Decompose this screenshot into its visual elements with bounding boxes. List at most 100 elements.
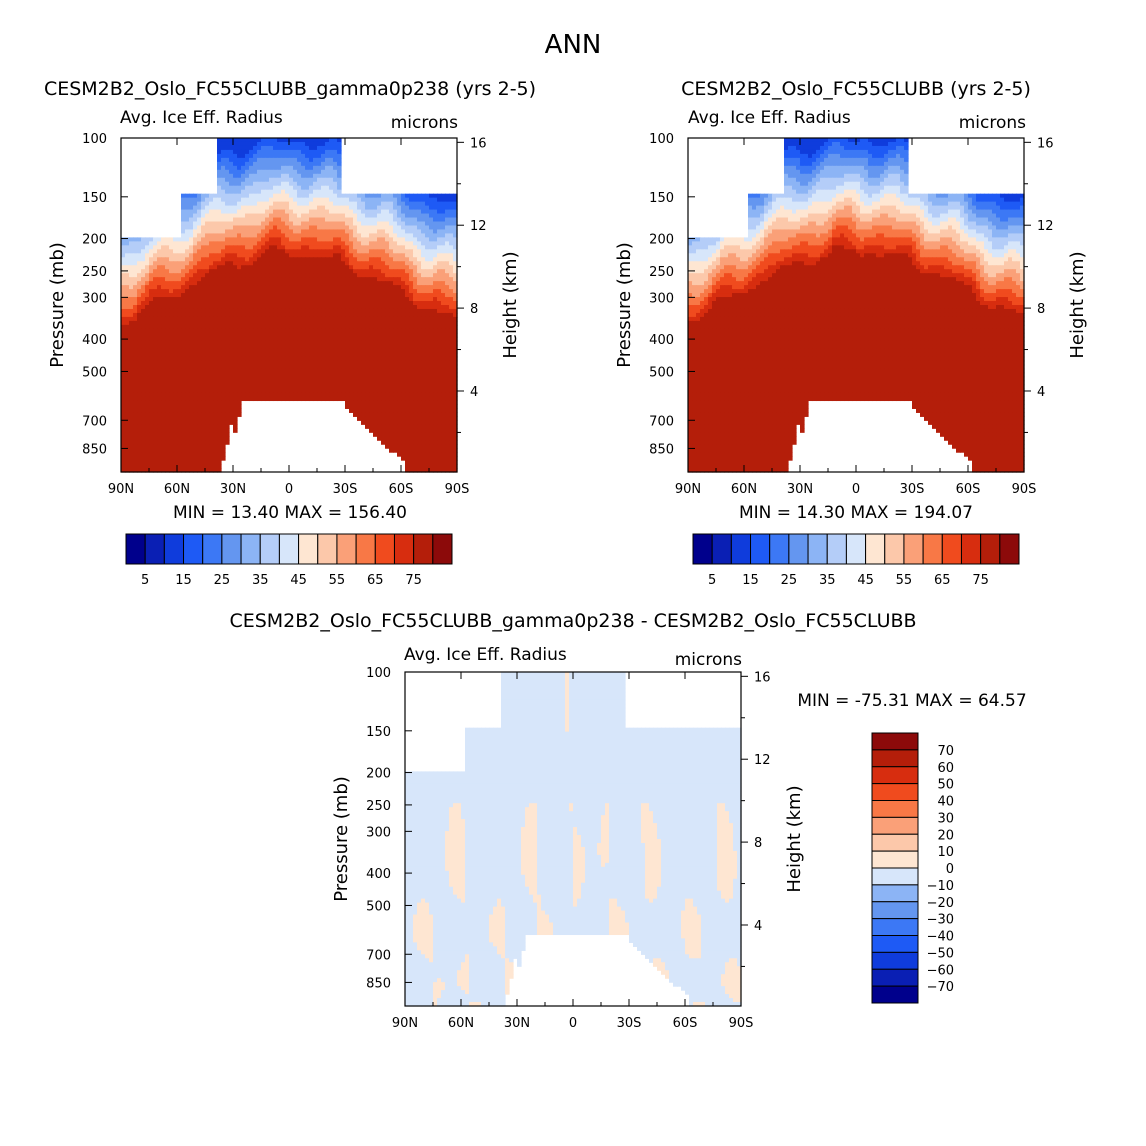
contour-cell <box>173 356 178 362</box>
contour-cell <box>169 324 174 330</box>
contour-cell <box>409 257 414 262</box>
contour-cell <box>377 320 382 326</box>
contour-cell <box>433 332 438 338</box>
contour-cell <box>245 384 250 390</box>
contour-cell <box>153 416 158 421</box>
contour-cell <box>169 257 174 262</box>
contour-cell <box>385 320 390 326</box>
contour-cell <box>189 332 194 338</box>
contour-cell <box>249 384 254 390</box>
contour-cell <box>153 297 158 302</box>
contour-cell <box>269 197 274 203</box>
contour-cell <box>149 253 154 258</box>
contour-cell <box>205 316 210 322</box>
contour-cell <box>193 400 198 406</box>
contour-cell <box>181 225 186 231</box>
contour-cell <box>205 229 210 235</box>
contour-cell <box>161 360 166 366</box>
contour-cell <box>241 161 246 167</box>
contour-cell <box>389 201 394 207</box>
contour-cell <box>157 312 162 318</box>
contour-cell <box>301 245 306 250</box>
contour-cell <box>349 301 354 306</box>
contour-cell <box>245 340 250 346</box>
contour-cell <box>165 281 170 286</box>
contour-cell <box>401 416 406 421</box>
contour-cell <box>433 305 438 310</box>
contour-cell <box>433 360 438 366</box>
contour-cell <box>153 316 158 322</box>
contour-cell <box>329 384 334 390</box>
contour-cell <box>377 360 382 366</box>
contour-cell <box>221 205 226 211</box>
contour-cell <box>269 297 274 302</box>
contour-cell <box>185 261 190 266</box>
contour-cell <box>369 273 374 278</box>
contour-cell <box>261 388 266 394</box>
contour-cell <box>421 328 426 334</box>
contour-cell <box>377 277 382 282</box>
contour-cell <box>213 364 218 370</box>
contour-cell <box>453 253 458 258</box>
contour-cell <box>349 316 354 322</box>
contour-cell <box>425 400 430 406</box>
contour-cell <box>369 297 374 302</box>
contour-cell <box>189 233 194 239</box>
contour-cell <box>409 289 414 294</box>
contour-cell <box>453 328 458 334</box>
contour-cell <box>281 324 286 330</box>
contour-cell <box>309 392 314 398</box>
contour-cell <box>317 384 322 390</box>
contour-cell <box>377 420 382 425</box>
contour-cell <box>381 348 386 354</box>
contour-cell <box>449 261 454 266</box>
contour-cell <box>169 352 174 358</box>
contour-cell <box>237 289 242 294</box>
contour-cell <box>233 396 238 402</box>
contour-cell <box>369 293 374 298</box>
contour-cell <box>433 380 438 386</box>
contour-cell <box>241 305 246 310</box>
contour-cell <box>445 269 450 274</box>
contour-cell <box>397 328 402 334</box>
contour-cell <box>185 229 190 235</box>
contour-cell <box>265 368 270 374</box>
contour-cell <box>445 253 450 258</box>
contour-cell <box>269 277 274 282</box>
contour-cell <box>389 273 394 278</box>
contour-cell <box>317 324 322 330</box>
contour-cell <box>225 324 230 330</box>
contour-cell <box>281 368 286 374</box>
contour-cell <box>445 277 450 282</box>
contour-cell <box>309 344 314 350</box>
contour-cell <box>385 352 390 358</box>
contour-cell <box>165 253 170 258</box>
contour-cell <box>121 408 126 413</box>
contour-cell <box>353 352 358 358</box>
contour-cell <box>393 356 398 362</box>
contour-cell <box>453 324 458 330</box>
contour-cell <box>369 209 374 215</box>
contour-cell <box>225 396 230 402</box>
contour-cell <box>153 340 158 346</box>
contour-cell <box>233 293 238 298</box>
contour-cell <box>193 336 198 342</box>
contour-cell <box>177 245 182 250</box>
contour-cell <box>241 253 246 258</box>
contour-cell <box>361 348 366 354</box>
contour-cell <box>209 201 214 207</box>
contour-cell <box>181 273 186 278</box>
contour-cell <box>169 261 174 266</box>
contour-cell <box>373 273 378 278</box>
contour-cell <box>261 213 266 219</box>
contour-cell <box>137 344 142 350</box>
contour-cell <box>405 269 410 274</box>
contour-cell <box>317 261 322 266</box>
contour-cell <box>417 285 422 290</box>
contour-cell <box>177 412 182 417</box>
contour-cell <box>141 360 146 366</box>
contour-cell <box>285 368 290 374</box>
contour-cell <box>153 237 158 242</box>
contour-cell <box>317 205 322 211</box>
contour-cell <box>421 297 426 302</box>
